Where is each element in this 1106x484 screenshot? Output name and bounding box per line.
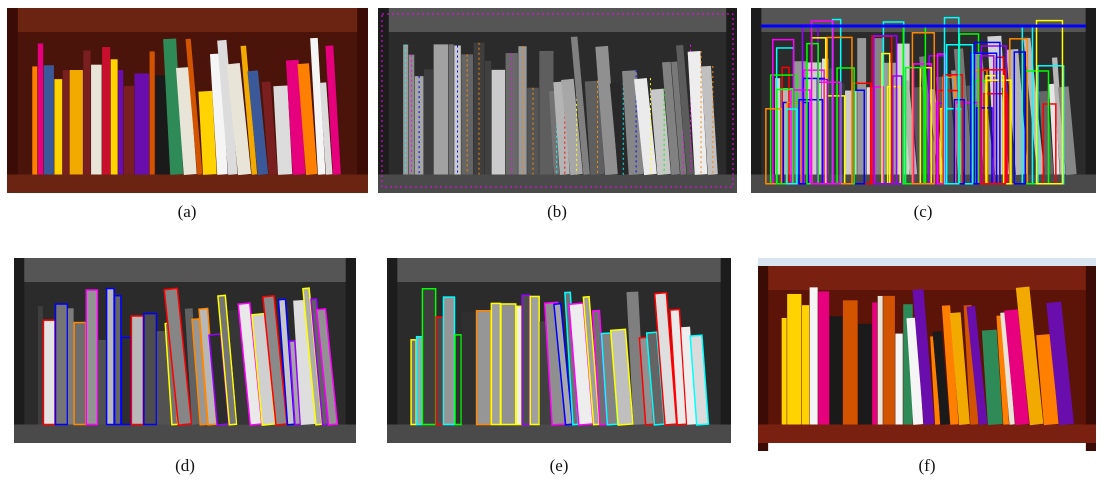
- book-spine: [454, 46, 461, 175]
- book-spine: [448, 44, 453, 174]
- shelf-bottom: [758, 425, 1096, 444]
- book-spine: [485, 61, 491, 175]
- book-spine: [124, 86, 134, 175]
- book-spine: [32, 66, 37, 174]
- book-spine: [38, 306, 43, 424]
- book-spine: [872, 302, 877, 424]
- book-spine: [530, 296, 539, 424]
- book-spine: [492, 70, 505, 175]
- book-spine: [63, 70, 69, 174]
- book-spine: [491, 303, 500, 424]
- book-spine: [144, 314, 157, 425]
- book-spine: [86, 290, 97, 424]
- panel-label: (a): [178, 202, 197, 221]
- book-spine: [98, 340, 106, 425]
- book-spine: [895, 334, 902, 425]
- book-spine: [522, 295, 530, 424]
- shelf-side: [726, 8, 737, 193]
- book-spine: [843, 300, 858, 424]
- book-spine: [477, 311, 491, 425]
- book-spine: [68, 308, 74, 424]
- book-spine: [883, 296, 895, 425]
- book-spine: [43, 320, 55, 424]
- book-spine: [415, 76, 424, 174]
- book-spine: [462, 312, 476, 425]
- book-spine: [91, 65, 102, 175]
- panel-image: [378, 8, 737, 193]
- book-spine: [787, 294, 801, 425]
- shelf-top: [387, 258, 731, 282]
- book-spine: [107, 289, 114, 425]
- book-spine: [845, 91, 857, 175]
- book-spine: [417, 337, 422, 425]
- book-spine: [411, 340, 416, 425]
- book-spine: [802, 305, 809, 424]
- book-spine: [810, 287, 818, 424]
- shelf-bottom: [7, 175, 368, 194]
- shelf-bottom: [378, 175, 737, 194]
- shelf-side: [7, 8, 18, 193]
- panel-label: (d): [175, 456, 195, 475]
- book-spine: [527, 88, 539, 175]
- shelf-top: [14, 258, 356, 282]
- panel-label: (e): [550, 456, 569, 475]
- book-spine: [111, 59, 118, 174]
- book-spine: [518, 46, 526, 174]
- book-spine: [134, 73, 149, 174]
- page: (a) (b) (c) (d) (e) (f) (() => { const d…: [0, 0, 1106, 484]
- shelf-top: [758, 266, 1096, 290]
- book-spine: [424, 69, 433, 174]
- book-spine: [818, 291, 829, 424]
- book-spine: [70, 70, 83, 174]
- book-spine: [115, 296, 121, 425]
- window-titlebar: [758, 258, 1096, 266]
- book-spine: [44, 65, 54, 174]
- book-spine: [150, 51, 155, 174]
- shelf-bottom: [14, 425, 356, 444]
- panel-image: [758, 258, 1096, 451]
- book-spine: [455, 335, 461, 425]
- panel-image: [751, 8, 1096, 193]
- book-spine: [782, 318, 787, 425]
- book-spine: [54, 79, 62, 174]
- panel-label: (b): [547, 202, 567, 221]
- book-spine: [131, 316, 143, 424]
- shelf-side: [14, 258, 24, 443]
- book-spine: [55, 304, 67, 424]
- figure: (a) (b) (c) (d) (e) (f): [0, 0, 1106, 484]
- shelf-side: [1086, 8, 1096, 193]
- shelf-side: [346, 258, 356, 443]
- shelf-side: [378, 8, 389, 193]
- panel-image: [7, 8, 368, 193]
- book-spine: [878, 296, 883, 425]
- panel-image: [387, 258, 731, 443]
- book-spine: [434, 44, 448, 174]
- book-spine: [830, 316, 843, 424]
- book-spine: [501, 304, 516, 425]
- shelf-top: [378, 8, 737, 32]
- book-spine: [516, 306, 521, 424]
- shelf-side: [758, 266, 768, 451]
- book-spine: [74, 323, 86, 425]
- shelf-side: [721, 258, 731, 443]
- book-spine: [858, 324, 872, 425]
- shelf-side: [751, 8, 761, 193]
- panel-label: (c): [914, 202, 933, 221]
- shelf-side: [1086, 266, 1096, 451]
- book-spine: [38, 43, 43, 174]
- book-spine: [121, 338, 131, 425]
- book-spine: [118, 70, 123, 175]
- book-spine: [443, 297, 454, 424]
- shelf-side: [357, 8, 368, 193]
- shelf-top: [7, 8, 368, 32]
- book-spine: [102, 47, 110, 174]
- shelf-side: [387, 258, 397, 443]
- book-spine: [422, 289, 435, 425]
- panel-label: (f): [919, 456, 936, 475]
- book-spine: [436, 317, 443, 424]
- shelf-bottom: [387, 425, 731, 444]
- panel-image: [14, 258, 356, 443]
- book-spine: [83, 50, 90, 174]
